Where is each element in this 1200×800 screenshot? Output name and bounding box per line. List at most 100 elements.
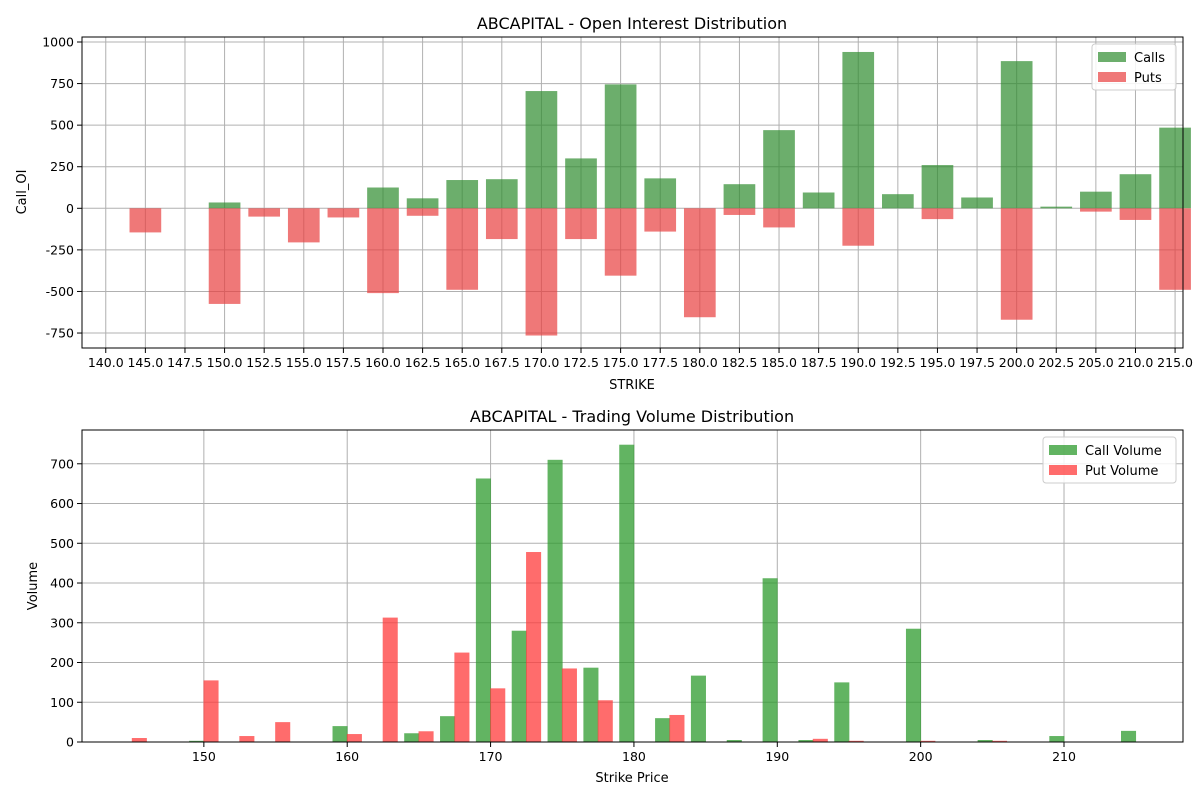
volume-call-bar xyxy=(834,682,850,742)
oi-x-tick-label: 155.0 xyxy=(286,355,322,370)
volume-put-bar xyxy=(597,700,613,742)
oi-call-bar xyxy=(1040,206,1073,209)
oi-put-bar xyxy=(446,208,479,290)
volume-legend-swatch-put xyxy=(1049,465,1077,475)
oi-x-tick-label: 197.5 xyxy=(959,355,995,370)
volume-put-bar xyxy=(920,740,936,742)
oi-put-bar xyxy=(1159,208,1191,290)
oi-y-ticks: -750 -500 -250 0 250 500 750 1000 xyxy=(42,34,82,341)
oi-x-tick-label: 180.0 xyxy=(682,355,718,370)
oi-legend-swatch-calls xyxy=(1098,52,1126,62)
oi-call-bar xyxy=(921,165,954,209)
volume-call-bar xyxy=(762,578,778,742)
volume-put-bar xyxy=(203,680,219,742)
oi-x-tick-label: 195.0 xyxy=(920,355,956,370)
volume-legend-swatch-call xyxy=(1049,445,1077,455)
oi-call-bar xyxy=(1080,191,1112,209)
volume-y-tick-label: 400 xyxy=(50,576,74,591)
oi-y-tick-label: -250 xyxy=(46,242,74,257)
oi-legend-swatch-puts xyxy=(1098,72,1126,82)
oi-put-bar xyxy=(921,208,954,220)
oi-call-bar xyxy=(842,51,875,209)
oi-put-bar xyxy=(842,208,875,246)
oi-y-tick-label: 750 xyxy=(50,76,74,91)
oi-call-bar xyxy=(604,84,637,209)
volume-put-bar xyxy=(275,722,291,742)
oi-x-tick-label: 140.0 xyxy=(88,355,124,370)
oi-put-bar xyxy=(565,208,597,240)
oi-call-bar xyxy=(1159,127,1191,209)
oi-call-bar xyxy=(763,130,795,209)
oi-call-bar xyxy=(723,184,756,209)
volume-x-tick-label: 170 xyxy=(479,749,503,764)
oi-legend: Calls Puts xyxy=(1091,43,1177,91)
volume-call-bar xyxy=(475,478,491,742)
oi-put-bar xyxy=(406,208,439,216)
oi-put-bar xyxy=(287,208,320,243)
oi-x-tick-label: 162.5 xyxy=(405,355,441,370)
volume-x-tick-label: 200 xyxy=(909,749,933,764)
volume-put-bar xyxy=(131,738,147,742)
volume-call-bar xyxy=(1120,730,1137,742)
volume-call-bar xyxy=(798,740,814,742)
oi-x-tick-label: 165.0 xyxy=(444,355,480,370)
oi-x-tick-label: 170.0 xyxy=(524,355,560,370)
oi-y-tick-label: 0 xyxy=(66,201,74,216)
oi-call-bar xyxy=(961,197,993,209)
oi-y-tick-label: 1000 xyxy=(42,34,74,49)
volume-put-bar xyxy=(526,552,542,742)
volume-chart-title: ABCAPITAL - Trading Volume Distribution xyxy=(470,407,794,426)
oi-plot-frame xyxy=(81,36,1184,349)
volume-call-bar xyxy=(1049,736,1065,742)
volume-put-bar xyxy=(382,617,398,742)
oi-y-tick-label: -750 xyxy=(46,326,74,341)
oi-x-tick-label: 147.5 xyxy=(167,355,203,370)
oi-legend-label-puts: Puts xyxy=(1134,71,1162,86)
oi-x-tick-label: 157.5 xyxy=(325,355,361,370)
oi-x-ticks: 140.0 145.0 147.5 150.0 152.5 155.0 157.5 160.0… xyxy=(88,348,1193,370)
oi-x-tick-label: 185.0 xyxy=(761,355,797,370)
oi-put-bar xyxy=(485,208,518,240)
oi-x-tick-label: 187.5 xyxy=(801,355,837,370)
oi-call-bar xyxy=(485,179,518,209)
oi-put-bar xyxy=(1119,208,1152,220)
oi-call-bar xyxy=(1000,61,1033,209)
volume-call-bar xyxy=(440,716,456,742)
volume-y-tick-label: 600 xyxy=(50,496,74,511)
oi-y-axis-label: Call_OI xyxy=(15,170,30,215)
volume-call-bar xyxy=(905,628,922,742)
oi-bars xyxy=(129,51,1191,336)
volume-chart: ABCAPITAL - Trading Volume Distribution … xyxy=(26,407,1184,786)
oi-x-tick-label: 175.0 xyxy=(603,355,639,370)
oi-put-bar xyxy=(763,208,795,228)
oi-put-bar xyxy=(129,208,162,233)
oi-put-bar xyxy=(248,208,281,217)
volume-put-bar xyxy=(346,734,362,742)
volume-y-tick-label: 500 xyxy=(50,536,74,551)
oi-call-bar xyxy=(644,178,677,209)
oi-x-tick-label: 172.5 xyxy=(563,355,599,370)
volume-call-bar xyxy=(332,726,348,742)
volume-legend: Call Volume Put Volume xyxy=(1042,436,1177,484)
volume-call-bar xyxy=(726,740,742,742)
volume-legend-label-put: Put Volume xyxy=(1085,464,1158,479)
oi-put-bar xyxy=(1000,208,1033,320)
volume-call-bar xyxy=(583,667,599,742)
volume-call-bar xyxy=(404,733,420,742)
volume-y-tick-label: 300 xyxy=(50,615,74,630)
volume-call-bar xyxy=(690,675,706,742)
volume-y-tick-label: 700 xyxy=(50,456,74,471)
oi-x-tick-label: 215.0 xyxy=(1157,355,1193,370)
volume-legend-label-call: Call Volume xyxy=(1085,444,1162,459)
oi-put-bar xyxy=(525,208,558,336)
oi-y-tick-label: 500 xyxy=(50,118,74,133)
oi-x-tick-label: 192.5 xyxy=(880,355,916,370)
volume-x-tick-label: 180 xyxy=(622,749,646,764)
oi-call-bar xyxy=(367,187,399,209)
oi-y-tick-label: 250 xyxy=(50,159,74,174)
oi-call-bar xyxy=(802,192,835,209)
volume-call-bar xyxy=(619,444,635,742)
oi-x-tick-label: 152.5 xyxy=(246,355,282,370)
oi-legend-label-calls: Calls xyxy=(1134,51,1165,66)
volume-put-bar xyxy=(561,668,577,742)
